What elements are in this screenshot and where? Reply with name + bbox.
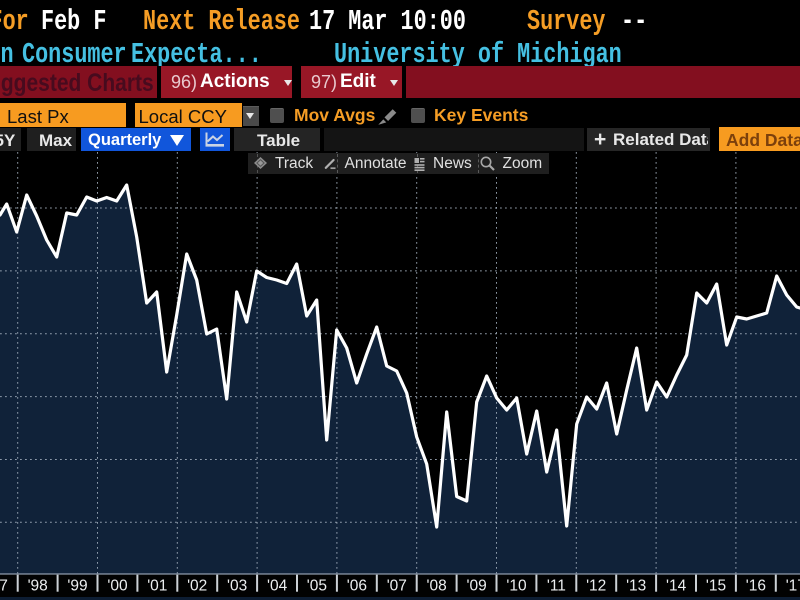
svg-text:'16: '16: [746, 578, 766, 595]
svg-text:'11: '11: [547, 578, 566, 595]
svg-text:'03: '03: [227, 578, 247, 595]
svg-text:'04: '04: [267, 578, 288, 595]
svg-text:'06: '06: [347, 578, 367, 595]
svg-text:'09: '09: [466, 578, 486, 595]
svg-text:'97: '97: [0, 578, 8, 595]
svg-text:'02: '02: [187, 578, 207, 595]
svg-text:'17: '17: [786, 578, 800, 595]
svg-text:'01: '01: [147, 578, 167, 595]
svg-text:'12: '12: [586, 578, 606, 595]
svg-text:'10: '10: [506, 578, 527, 595]
svg-text:'14: '14: [666, 578, 687, 595]
svg-text:'05: '05: [307, 578, 327, 595]
svg-text:'07: '07: [387, 578, 407, 595]
svg-text:'08: '08: [426, 578, 446, 595]
svg-text:'13: '13: [626, 578, 646, 595]
svg-text:'00: '00: [107, 578, 128, 595]
svg-text:'15: '15: [706, 578, 726, 595]
svg-text:'99: '99: [67, 578, 87, 595]
svg-text:'98: '98: [28, 578, 48, 595]
